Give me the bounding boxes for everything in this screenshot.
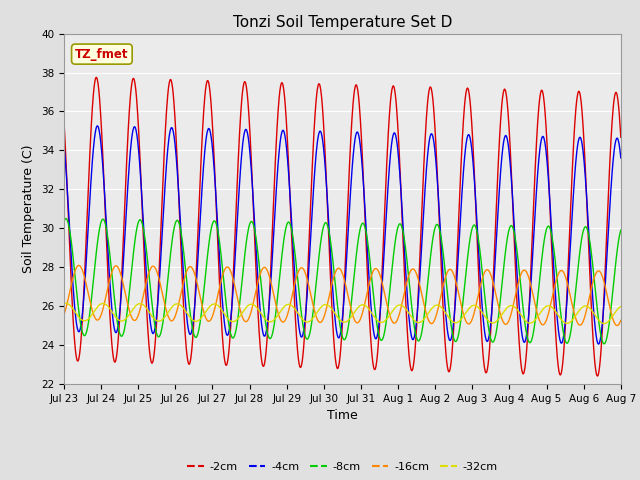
Y-axis label: Soil Temperature (C): Soil Temperature (C) — [22, 144, 35, 273]
Text: TZ_fmet: TZ_fmet — [75, 48, 129, 60]
X-axis label: Time: Time — [327, 409, 358, 422]
Legend: -2cm, -4cm, -8cm, -16cm, -32cm: -2cm, -4cm, -8cm, -16cm, -32cm — [183, 457, 502, 477]
Title: Tonzi Soil Temperature Set D: Tonzi Soil Temperature Set D — [233, 15, 452, 30]
